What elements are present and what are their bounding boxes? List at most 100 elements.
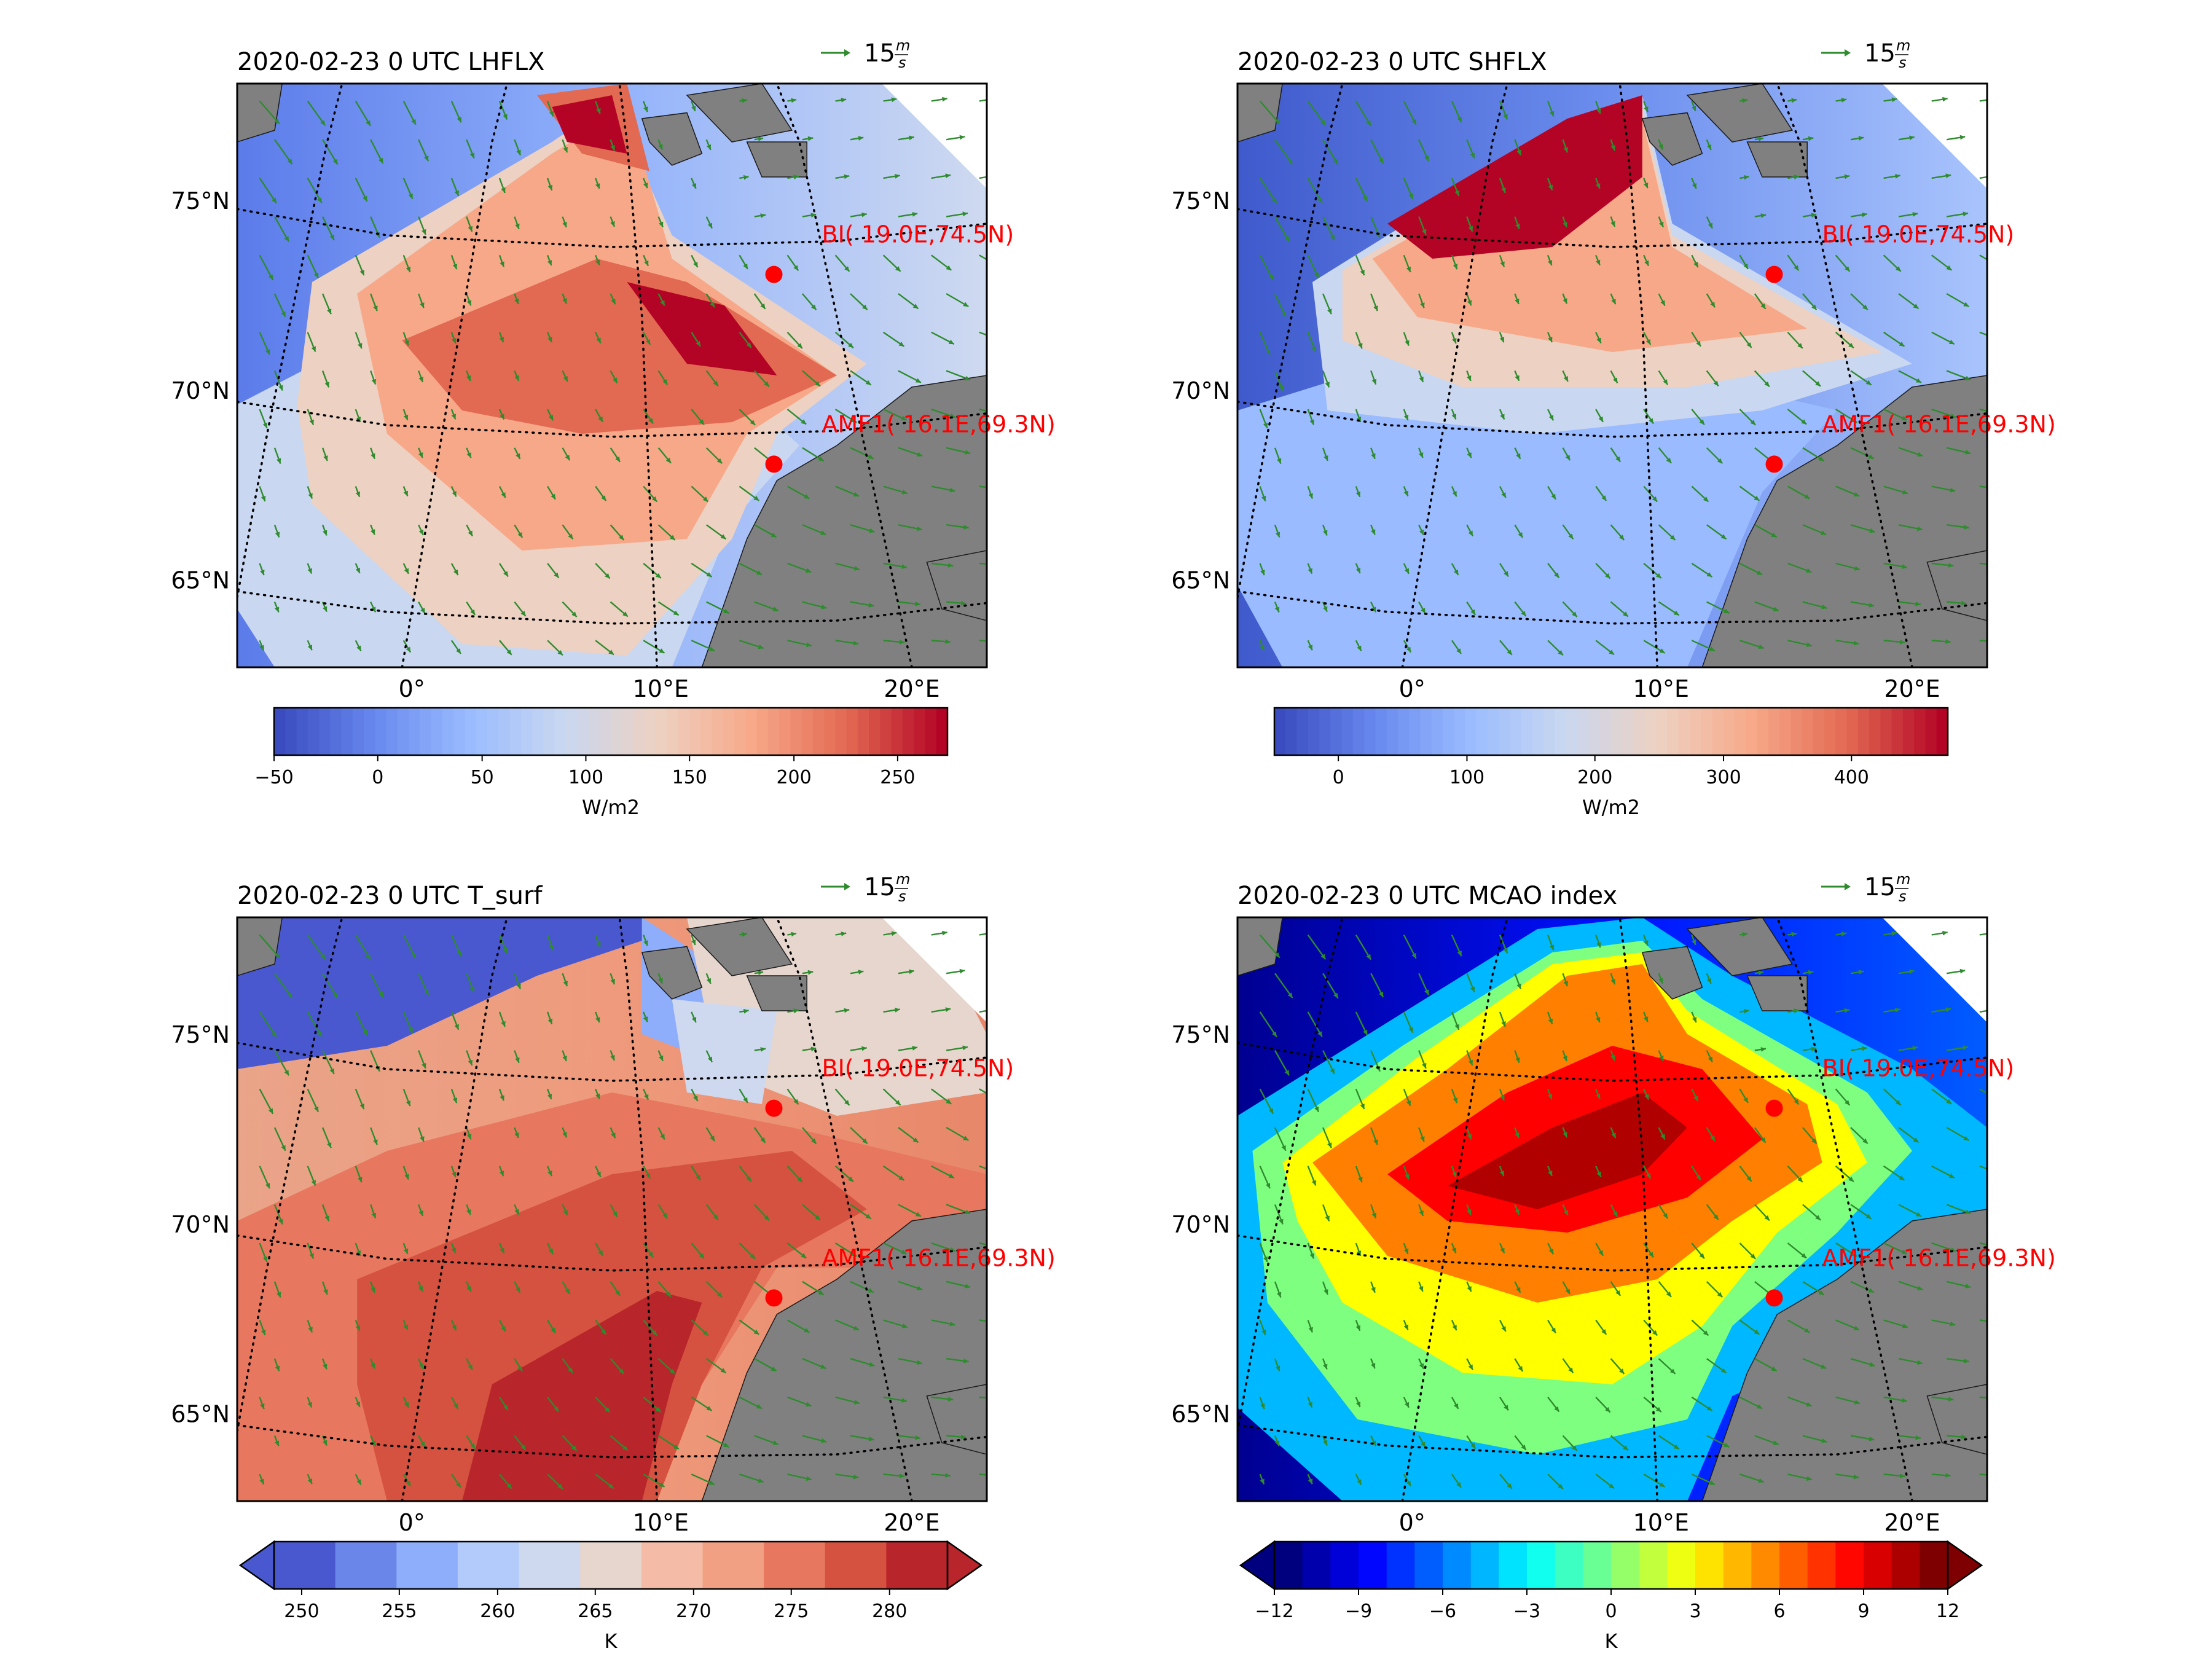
wind-arrow xyxy=(1931,639,1951,644)
station-label: AMF1( 16.1E,69.3N) xyxy=(822,410,1056,437)
wind-arrow xyxy=(1595,1088,1601,1100)
wind-arrow xyxy=(1595,1242,1604,1257)
station-marker xyxy=(765,1289,783,1307)
wind-arrow xyxy=(1754,370,1770,388)
wind-arrow xyxy=(1259,934,1281,959)
lon-label: 20°E xyxy=(1884,1509,1940,1536)
wind-arrow xyxy=(643,332,651,345)
wind-arrow xyxy=(1787,931,1797,937)
land-mass xyxy=(686,84,793,143)
wind-arrow xyxy=(850,524,875,533)
graticule-line xyxy=(775,917,913,1501)
wind-arrow xyxy=(610,601,629,618)
land-mass xyxy=(1926,550,1987,621)
wind-arrow xyxy=(786,409,807,425)
lon-label: 10°E xyxy=(633,675,689,702)
wind-arrow xyxy=(739,931,748,937)
wind-arrow xyxy=(1466,1281,1472,1292)
wind-arrow xyxy=(450,935,462,957)
wind-arrow xyxy=(1787,1008,1800,1014)
wind-arrow xyxy=(1850,136,1864,141)
wind-arrow xyxy=(1451,1011,1460,1030)
land-mass xyxy=(1641,946,1703,1000)
wind-arrow xyxy=(1307,100,1327,126)
wind-arrow xyxy=(1610,973,1616,985)
wind-arrow xyxy=(307,254,320,279)
wind-arrow xyxy=(546,1011,553,1025)
wind-arrow xyxy=(1802,970,1814,975)
wind-arrow xyxy=(1787,254,1800,272)
wind-arrow xyxy=(979,254,987,261)
wind-key-unit-num: m xyxy=(896,37,910,54)
wind-arrow xyxy=(1946,1358,1969,1363)
wind-arrow xyxy=(802,370,821,387)
wind-arrow xyxy=(1898,1358,1923,1365)
wind-arrow xyxy=(1835,485,1860,497)
graticule-line xyxy=(237,590,987,625)
wind-arrow xyxy=(1979,1473,1987,1476)
wind-arrow xyxy=(1658,1204,1669,1219)
wind-arrow xyxy=(1643,1473,1666,1488)
wind-arrow xyxy=(786,1088,799,1105)
wind-arrow xyxy=(402,332,409,347)
wind-arrow xyxy=(1658,216,1665,228)
wind-arrow xyxy=(355,100,372,127)
wind-arrow xyxy=(595,409,604,423)
wind-arrow xyxy=(562,447,571,461)
wind-arrow xyxy=(1451,935,1462,957)
wind-arrow xyxy=(1835,1396,1861,1405)
wind-arrow xyxy=(643,640,665,654)
wind-arrow xyxy=(1787,485,1810,500)
wind-arrow xyxy=(1466,370,1472,382)
wind-arrow xyxy=(1403,178,1414,200)
wind-arrow xyxy=(1706,370,1719,387)
wind-arrow xyxy=(1514,1281,1521,1293)
wind-arrow xyxy=(753,370,770,388)
panel-title: 2020-02-23 0 UTC LHFLX xyxy=(237,48,544,76)
wind-arrow xyxy=(1931,1007,1951,1013)
lat-label: 65°N xyxy=(1171,567,1230,594)
wind-arrow xyxy=(1562,139,1569,153)
wind-arrow xyxy=(643,1011,648,1022)
wind-arrow xyxy=(1643,254,1650,267)
wind-arrow xyxy=(514,1127,519,1139)
wind-arrow xyxy=(706,601,729,614)
wind-arrow xyxy=(1355,934,1372,960)
wind-arrow xyxy=(1979,331,1987,336)
wind-arrow xyxy=(739,254,748,270)
wind-arrow xyxy=(418,370,424,383)
wind-arrow xyxy=(1370,1204,1377,1219)
wind-arrow xyxy=(1979,640,1987,642)
wind-arrow xyxy=(898,524,922,531)
colorbar-tick-label: −3 xyxy=(1513,1601,1540,1622)
graticule-line xyxy=(237,1041,987,1082)
wind-arrow xyxy=(1259,1088,1274,1115)
wind-arrow xyxy=(979,99,987,102)
graticule-line xyxy=(1237,1041,1987,1082)
wind-arrow xyxy=(1643,1011,1649,1022)
wind-arrow xyxy=(1643,1242,1654,1258)
wind-arrow xyxy=(499,640,512,656)
wind-arrow xyxy=(1802,524,1827,536)
panel-title: 2020-02-23 0 UTC SHFLX xyxy=(1237,48,1547,76)
wind-arrow xyxy=(1547,1011,1553,1025)
wind-arrow xyxy=(1403,409,1409,421)
wind-arrow xyxy=(657,447,672,464)
wind-arrow xyxy=(547,485,556,500)
wind-arrow xyxy=(370,1435,377,1446)
wind-arrow xyxy=(402,1473,412,1487)
wind-arrow xyxy=(610,973,616,985)
wind-arrow xyxy=(946,1204,971,1215)
wind-arrow xyxy=(835,485,860,497)
wind-arrow xyxy=(514,973,522,990)
wind-arrow xyxy=(273,216,290,242)
wind-arrow xyxy=(1547,254,1553,266)
wind-arrow xyxy=(1643,1166,1652,1179)
wind-arrow xyxy=(691,640,715,652)
colorbar: −12 −9 −6 −3 0 3 6 9 12 K xyxy=(1239,1540,1983,1653)
wind-arrow xyxy=(1898,601,1921,606)
wind-arrow xyxy=(898,212,918,218)
wind-arrow xyxy=(1562,370,1569,382)
wind-arrow xyxy=(402,409,409,421)
wind-arrow xyxy=(259,1166,270,1189)
